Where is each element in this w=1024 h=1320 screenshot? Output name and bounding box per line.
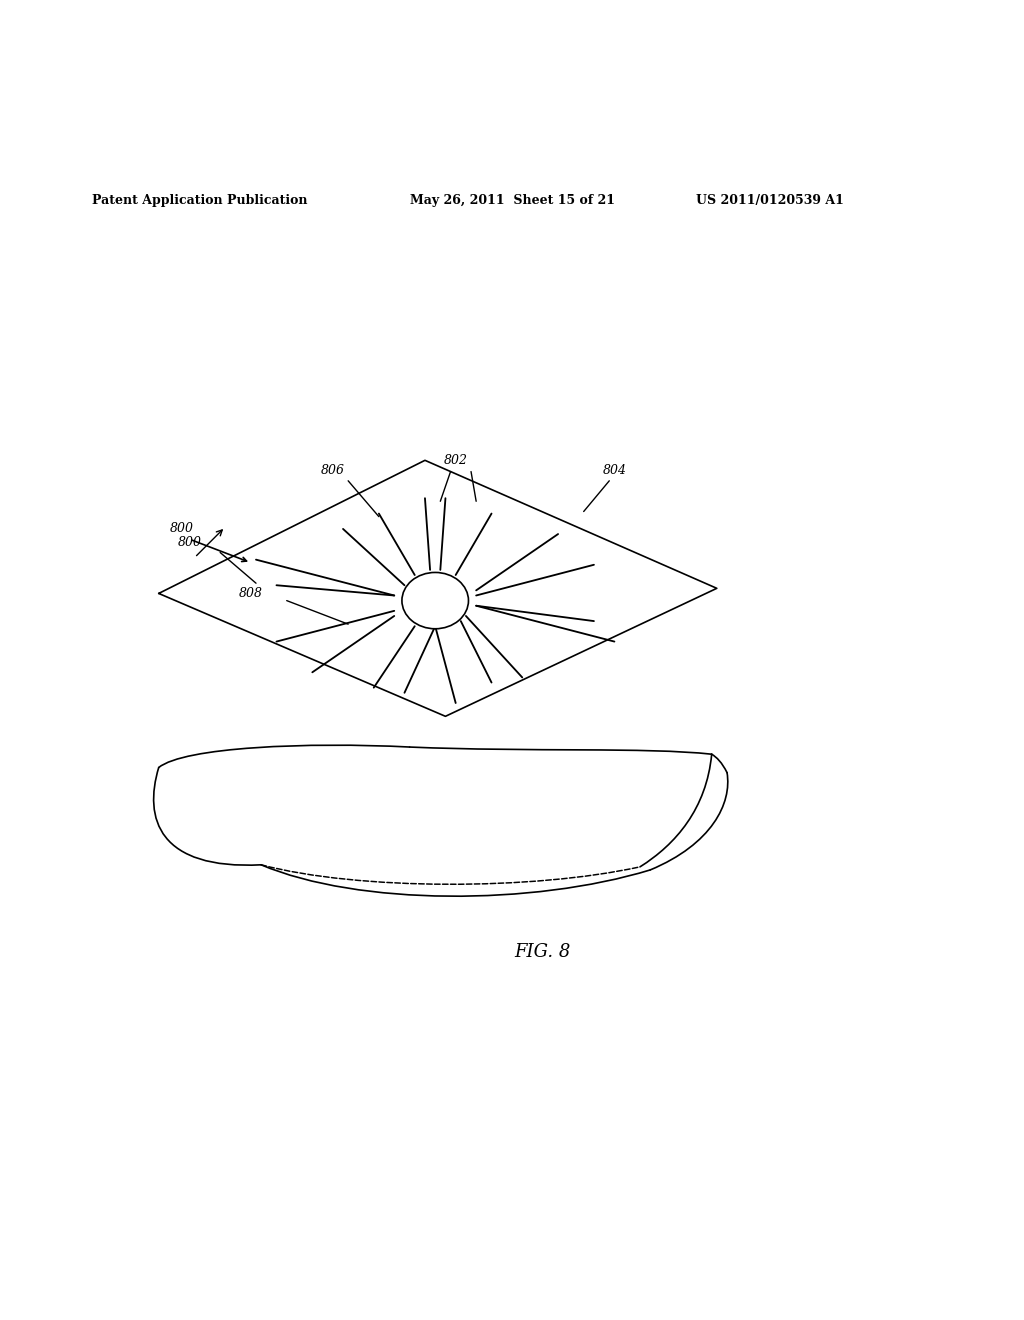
Text: 806: 806 xyxy=(321,465,345,477)
Text: Patent Application Publication: Patent Application Publication xyxy=(92,194,307,207)
Text: May 26, 2011  Sheet 15 of 21: May 26, 2011 Sheet 15 of 21 xyxy=(410,194,614,207)
Text: 808: 808 xyxy=(239,587,263,599)
Text: 804: 804 xyxy=(602,465,627,477)
Text: 800: 800 xyxy=(170,523,195,536)
Ellipse shape xyxy=(401,573,469,628)
Text: 802: 802 xyxy=(443,454,468,467)
Text: FIG. 8: FIG. 8 xyxy=(514,942,571,961)
Text: 800: 800 xyxy=(177,536,202,549)
Text: US 2011/0120539 A1: US 2011/0120539 A1 xyxy=(696,194,844,207)
